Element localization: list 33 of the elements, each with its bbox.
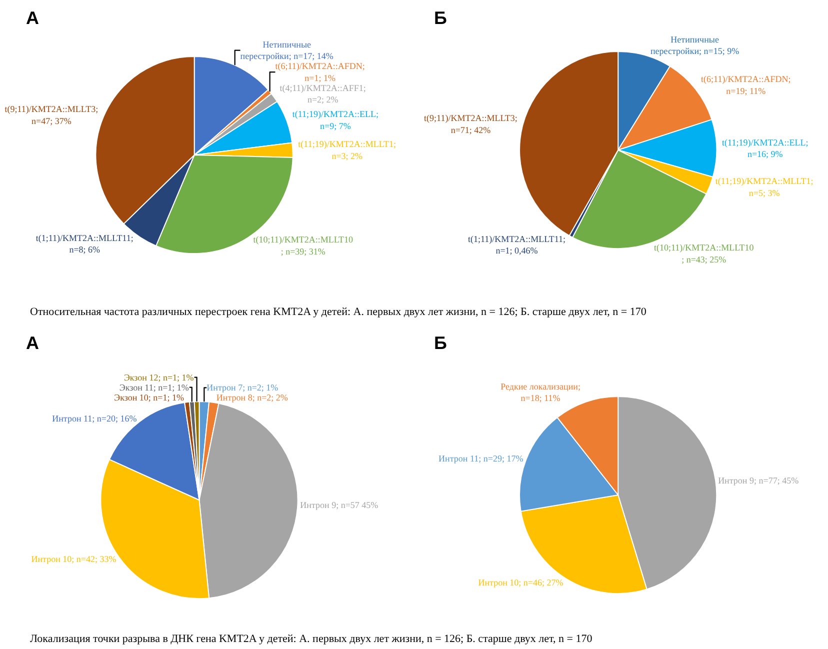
slice-label: Нетипичные перестройки; n=17; 14% bbox=[240, 40, 334, 62]
chart-title: Б bbox=[434, 8, 447, 28]
slice-label: t(11;19)/KMT2A::ELL; n=9; 7% bbox=[292, 109, 379, 131]
slice-label: t(11;19)/KMT2A::ELL; n=16; 9% bbox=[722, 137, 808, 160]
slice-label: t(4;11)/KMT2A::AFF1; n=2; 2% bbox=[280, 82, 366, 105]
text: Локализация точки разрыва в ДНК гена KMT2A у детей: А. первых двух лет жизни, n = 126; Б. старше двух лет, n = 170 bbox=[30, 633, 593, 645]
slice-label: Интрон 8; n=2; 2% bbox=[216, 392, 288, 403]
slice-label: Интрон 9; n=77; 45% bbox=[718, 475, 800, 486]
slice-label: t(9;11)/KMT2A::MLLT3; n=47; 37% bbox=[4, 104, 98, 126]
slice-label: Интрон 11; n=20; 16% bbox=[52, 413, 138, 424]
slice-label: t(10;11)/KMT2A::MLLT10; n=43; 25% bbox=[654, 242, 754, 264]
slice-label: Интрон 9; n=57 45% bbox=[300, 500, 379, 510]
slice-label: t(1;11)/KMT2A::MLLT11; n=1; 0,46% bbox=[468, 234, 566, 256]
chart-title: Б bbox=[434, 333, 447, 353]
slice-label: Интрон 10; n=42; 33% bbox=[31, 554, 117, 564]
slice-label: Экзон 11; n=1; 1% bbox=[119, 382, 190, 392]
slice-label: t(11;19)/KMT2A::MLLT1; n=5; 3% bbox=[715, 176, 814, 198]
chart-title: А bbox=[26, 333, 39, 353]
slice-label: t(9;11)/KMT2A::MLLT3; n=71; 42% bbox=[424, 113, 518, 135]
chart-title: А bbox=[26, 8, 39, 28]
slice-label: Интрон 11; n=29; 17% bbox=[438, 454, 524, 464]
slice-label: Интрон 7; n=2; 1% bbox=[206, 382, 279, 393]
slice-label: t(6;11)/KMT2A::AFDN; n=1; 1% bbox=[275, 61, 365, 83]
slice-label: Редкие локализации; n=18; 11% bbox=[500, 381, 580, 404]
slice-label: t(10;11)/KMT2A::MLLT10; n=39; 31% bbox=[253, 234, 354, 256]
slice-label: t(1;11)/KMT2A::MLLT11; n=8; 6% bbox=[36, 232, 134, 255]
slice-label: Нетипичные перестройки; n=15; 9% bbox=[650, 34, 740, 56]
slice-label: Экзон 10; n=1; 1% bbox=[114, 392, 184, 402]
text: Относительная частота различных перестроек гена KMT2A у детей: А. первых двух лет жизни, n = 126; Б. старше двух лет, n = 170 bbox=[30, 306, 647, 318]
slice-label: Интрон 10; n=46; 27% bbox=[478, 577, 564, 588]
slice-label: t(11;19)/KMT2A::MLLT1; n=3; 2% bbox=[298, 139, 396, 161]
slice-label: t(6;11)/KMT2A::AFDN; n=19; 11% bbox=[701, 74, 791, 96]
slice-label: Экзон 12; n=1; 1% bbox=[124, 372, 194, 382]
